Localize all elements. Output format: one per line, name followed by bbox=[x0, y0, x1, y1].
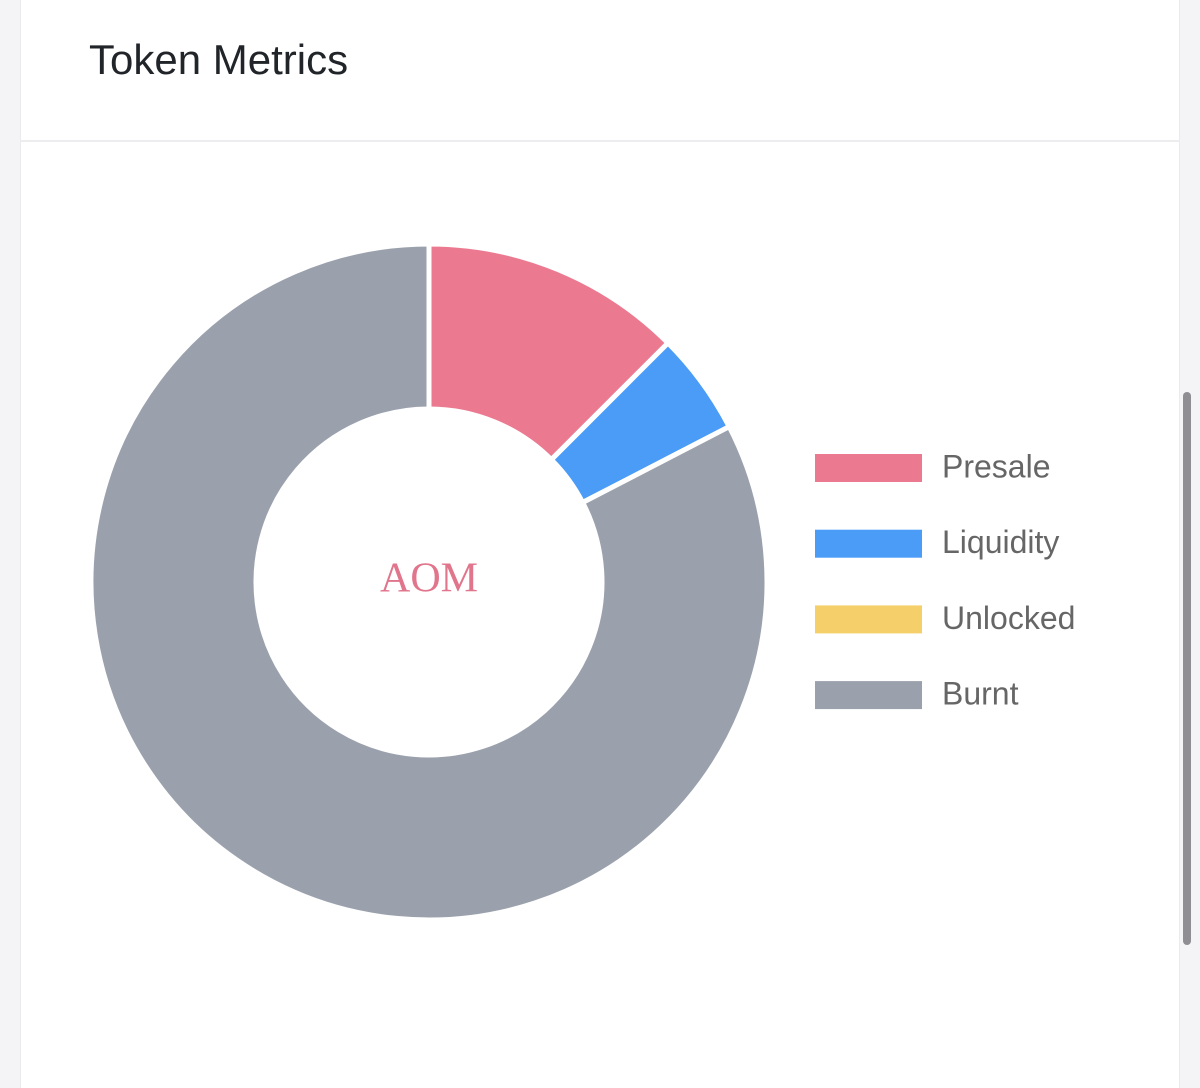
legend-label-unlocked: Unlocked bbox=[942, 600, 1075, 636]
chart-slices bbox=[88, 241, 770, 923]
card-header: Token Metrics bbox=[21, 0, 1179, 142]
legend-label-burnt: Burnt bbox=[942, 676, 1019, 712]
legend-swatch-unlocked bbox=[815, 605, 922, 634]
legend-item-presale[interactable]: Presale bbox=[815, 448, 1051, 484]
legend-item-liquidity[interactable]: Liquidity bbox=[815, 524, 1059, 560]
legend-label-presale: Presale bbox=[942, 448, 1051, 484]
chart-center-label: AOM bbox=[380, 556, 478, 602]
legend-item-burnt[interactable]: Burnt bbox=[815, 676, 1019, 712]
legend-swatch-burnt bbox=[815, 681, 922, 710]
card-title: Token Metrics bbox=[89, 36, 349, 83]
slice-presale[interactable] bbox=[426, 241, 672, 464]
chart-legend: Presale Liquidity Unlocked Burnt bbox=[815, 448, 1075, 712]
slice-burnt[interactable] bbox=[88, 241, 770, 923]
scrollbar-thumb[interactable] bbox=[1183, 392, 1191, 945]
legend-item-unlocked[interactable]: Unlocked bbox=[815, 600, 1075, 636]
legend-swatch-liquidity bbox=[815, 529, 922, 558]
legend-label-liquidity: Liquidity bbox=[942, 524, 1059, 560]
legend-swatch-presale bbox=[815, 454, 922, 482]
